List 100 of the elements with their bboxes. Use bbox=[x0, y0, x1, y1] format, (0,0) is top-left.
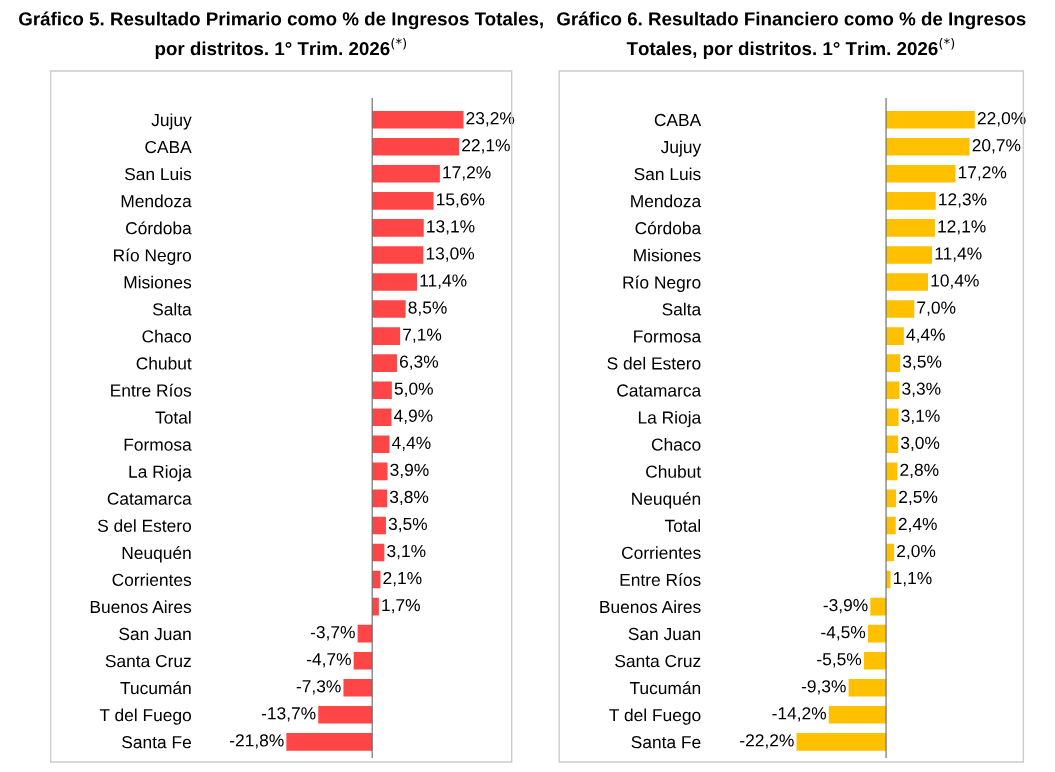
bar bbox=[372, 516, 386, 535]
bar bbox=[372, 246, 424, 264]
data-label: 4,9% bbox=[393, 409, 433, 424]
bar bbox=[372, 165, 440, 183]
y-tick-label: Tucumán bbox=[120, 681, 191, 695]
bar bbox=[886, 408, 899, 427]
data-label: 2,4% bbox=[898, 517, 937, 533]
bar bbox=[886, 516, 896, 535]
y-tick-label: Corrientes bbox=[112, 573, 192, 587]
y-tick-label: Jujuy bbox=[660, 140, 702, 157]
data-label: 1,1% bbox=[893, 572, 932, 587]
bar bbox=[886, 354, 901, 372]
bar bbox=[372, 327, 401, 345]
data-label: 4,4% bbox=[906, 328, 945, 343]
y-tick-label: Mendoza bbox=[631, 194, 702, 208]
data-label: 13,0% bbox=[426, 247, 475, 262]
chart-title: Gráfico 6. Resultado Financiero como % de Ingresos Totales, por distritos. 1° Trim. 2026$^{(*)}$ bbox=[557, 11, 1026, 59]
data-label: 3,9% bbox=[390, 463, 429, 479]
y-tick-label: Mendoza bbox=[121, 194, 192, 208]
y-tick-label: Tucumán bbox=[629, 681, 701, 695]
data-label: 17,2% bbox=[443, 166, 491, 181]
chart-title: Gráfico 5. Resultado Primario como % de Ingresos Totales, por distritos. 1° Trim. 2026$^{(*)}$ bbox=[19, 11, 543, 59]
bar bbox=[372, 110, 464, 129]
y-tick-label: Córdoba bbox=[635, 221, 702, 235]
data-label: 3,5% bbox=[902, 355, 942, 370]
data-label: -22,2% bbox=[740, 734, 794, 749]
bar bbox=[353, 651, 373, 670]
data-label: 15,6% bbox=[437, 193, 485, 208]
y-tick-label: Total bbox=[664, 519, 701, 532]
bar bbox=[372, 408, 392, 427]
y-tick-label: Catamarca bbox=[107, 492, 192, 505]
y-tick-label: Misiones bbox=[634, 248, 701, 262]
bar bbox=[886, 110, 975, 129]
bar bbox=[886, 327, 904, 345]
y-tick-label: Entre Ríos bbox=[111, 383, 192, 397]
data-label: 13,1% bbox=[427, 220, 475, 235]
data-label: -7,3% bbox=[296, 680, 341, 695]
data-label: 7,0% bbox=[917, 301, 956, 316]
data-label: -21,8% bbox=[230, 734, 284, 749]
y-tick-label: La Rioja bbox=[638, 410, 702, 428]
bar bbox=[828, 706, 887, 724]
y-tick-label: Total bbox=[155, 410, 191, 424]
bar bbox=[886, 300, 915, 318]
data-label: 12,1% bbox=[938, 220, 986, 235]
bar bbox=[372, 137, 460, 156]
y-tick-label: CABA bbox=[145, 140, 192, 154]
data-label: 17,2% bbox=[958, 166, 1007, 181]
y-tick-label: CABA bbox=[654, 113, 702, 127]
y-tick-label: Chubut bbox=[136, 356, 192, 370]
data-label: 3,3% bbox=[902, 382, 941, 397]
y-tick-label: Chaco bbox=[651, 438, 701, 451]
data-label: 3,0% bbox=[900, 436, 940, 452]
data-label: -4,7% bbox=[306, 653, 351, 668]
y-tick-label: Misiones bbox=[124, 275, 192, 289]
bar bbox=[343, 678, 373, 697]
y-tick-label: Salta bbox=[662, 302, 702, 316]
data-label: -13,7% bbox=[261, 707, 316, 722]
data-label: 11,4% bbox=[935, 247, 982, 262]
data-label: 2,8% bbox=[900, 463, 939, 479]
data-label: -4,5% bbox=[821, 626, 866, 641]
y-tick-label: La Rioja bbox=[129, 465, 192, 482]
y-tick-label: Río Negro bbox=[114, 248, 192, 265]
bar bbox=[886, 192, 936, 210]
bar bbox=[886, 246, 933, 264]
bar bbox=[870, 597, 887, 616]
y-tick-label: Corrientes bbox=[621, 546, 701, 559]
data-label: 11,4% bbox=[420, 274, 467, 289]
bar bbox=[357, 624, 373, 643]
y-tick-label: Chaco bbox=[142, 329, 191, 343]
data-label: 6,3% bbox=[399, 355, 439, 370]
y-tick-label: Chubut bbox=[646, 465, 702, 478]
data-label: -5,5% bbox=[817, 653, 862, 668]
bar bbox=[372, 192, 434, 210]
bar bbox=[886, 219, 935, 237]
y-tick-label: Formosa bbox=[634, 330, 702, 343]
data-label: 20,7% bbox=[972, 139, 1021, 154]
data-label: 23,2% bbox=[466, 112, 515, 127]
y-tick-label: Catamarca bbox=[617, 384, 702, 397]
y-tick-label: Neuquén bbox=[632, 492, 701, 509]
bar bbox=[886, 381, 900, 399]
data-label: 4,4% bbox=[392, 436, 431, 452]
bar bbox=[886, 273, 929, 291]
data-label: 3,1% bbox=[387, 544, 426, 560]
y-tick-label: S del Estero bbox=[97, 519, 191, 532]
data-label: -9,3% bbox=[801, 680, 846, 695]
y-tick-label: San Luis bbox=[634, 167, 701, 181]
y-tick-label: Santa Fe bbox=[122, 736, 191, 749]
data-label: 3,1% bbox=[901, 409, 940, 424]
bar bbox=[886, 165, 956, 183]
y-tick-label: Neuquén bbox=[122, 546, 191, 563]
y-tick-label: San Juan bbox=[119, 627, 191, 641]
data-label: 2,0% bbox=[897, 544, 936, 560]
y-tick-label: San Juan bbox=[628, 627, 701, 641]
data-label: 3,8% bbox=[389, 490, 429, 506]
bar bbox=[286, 733, 373, 751]
data-label: 3,5% bbox=[388, 517, 428, 533]
y-tick-label: Santa Cruz bbox=[615, 654, 701, 668]
y-tick-label: Santa Cruz bbox=[105, 654, 191, 668]
data-label: 10,4% bbox=[931, 274, 979, 289]
data-label: 7,1% bbox=[403, 328, 442, 343]
